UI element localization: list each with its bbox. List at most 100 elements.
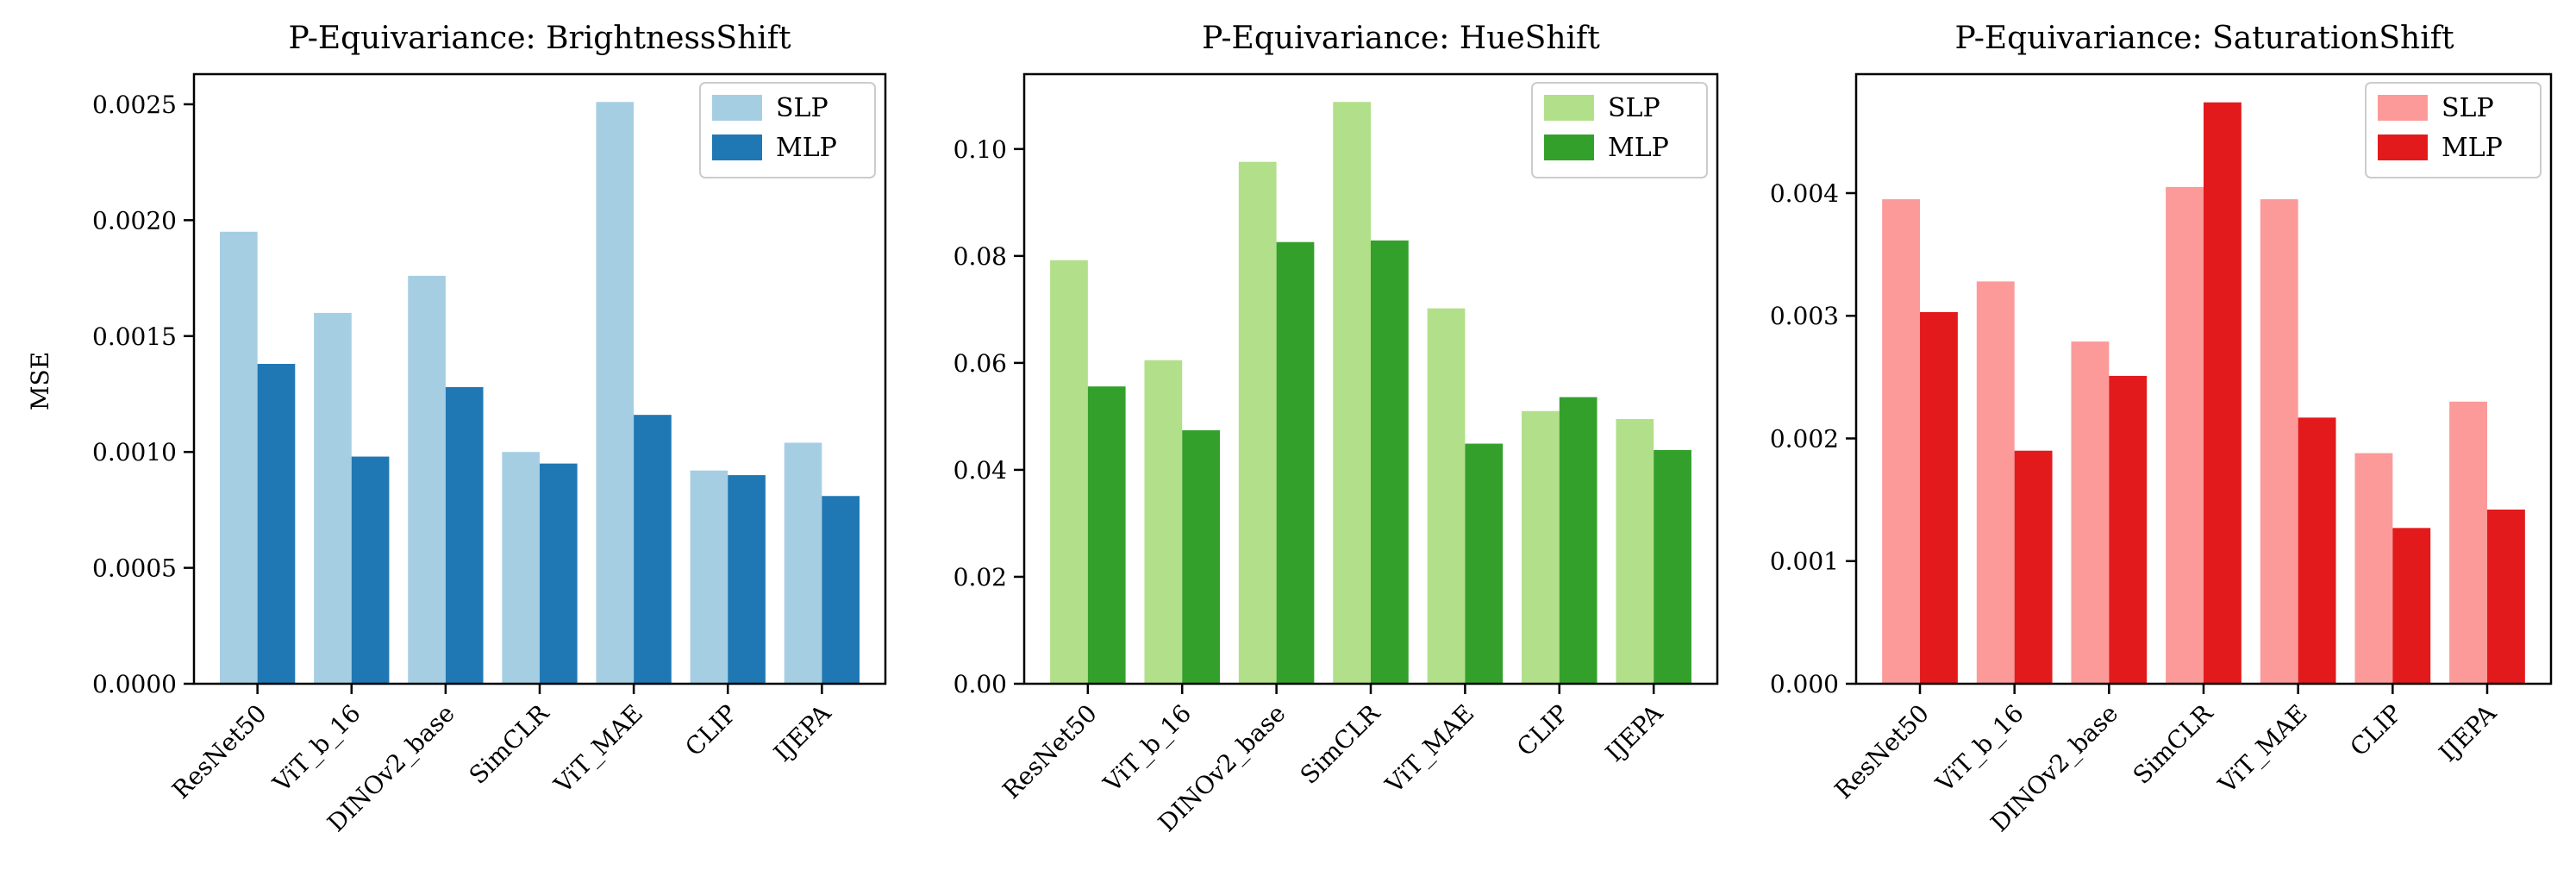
y-tick-label: 0.04 <box>953 456 1007 485</box>
bar-mlp-resnet50 <box>1920 311 1958 684</box>
x-tick-label: ResNet50 <box>997 699 1102 804</box>
bar-mlp-vit_mae <box>1465 443 1504 684</box>
bar-slp-resnet50 <box>220 231 258 685</box>
legend-label-mlp: MLP <box>1608 133 1669 163</box>
x-tick-label: CLIP <box>1511 699 1574 762</box>
x-tick-label: ViT_b_16 <box>1929 699 2029 798</box>
y-tick-label: 0.002 <box>1770 424 1839 453</box>
bars-layer <box>1882 102 2525 685</box>
x-tick-label: ViT_b_16 <box>1097 699 1197 798</box>
bar-mlp-dinov2_base <box>1276 241 1315 684</box>
y-tick-label: 0.0025 <box>92 91 177 119</box>
legend-label-slp: SLP <box>2442 93 2494 123</box>
bar-mlp-ijepa <box>2486 510 2525 684</box>
bar-slp-dinov2_base <box>2071 341 2110 684</box>
bar-slp-vit_mae <box>2260 199 2298 685</box>
legend-label-mlp: MLP <box>2442 133 2503 163</box>
legend-swatch-slp <box>2378 95 2428 121</box>
chart-saturation-shift: P-Equivariance: SaturationShift 0.0000.0… <box>1770 21 2553 837</box>
legend: SLP MLP <box>699 82 876 178</box>
y-tick-label: 0.06 <box>953 349 1007 378</box>
bar-mlp-vit_b_16 <box>2014 450 2053 684</box>
x-tick-label: SimCLR <box>1295 698 1386 790</box>
legend-swatch-mlp <box>712 135 762 160</box>
bar-slp-resnet50 <box>1050 260 1088 684</box>
y-ticks: 0.000 0.001 0.002 0.003 0.004 <box>1770 179 1856 698</box>
bar-mlp-dinov2_base <box>445 386 484 684</box>
bar-mlp-clip <box>728 475 766 684</box>
y-tick-label: 0.0015 <box>92 322 177 351</box>
y-ticks: 0.00 0.02 0.04 0.06 0.08 0.10 <box>953 135 1024 698</box>
chart-title: P-Equivariance: SaturationShift <box>1954 21 2454 56</box>
bar-slp-vit_b_16 <box>314 312 352 684</box>
x-tick-label: IJEPA <box>1600 698 1669 767</box>
bar-mlp-vit_b_16 <box>1182 430 1220 684</box>
plot-frame <box>192 72 887 685</box>
x-tick-label: ViT_b_16 <box>267 699 366 798</box>
y-tick-label: 0.000 <box>1770 670 1839 698</box>
bar-mlp-clip <box>1559 397 1597 684</box>
x-tick-label: CLIP <box>2344 699 2407 762</box>
y-tick-label: 0.0000 <box>92 670 177 698</box>
y-tick-label: 0.004 <box>1770 179 1839 208</box>
y-tick-label: 0.00 <box>953 670 1007 698</box>
bar-slp-simclr <box>1333 102 1371 684</box>
chart-title: P-Equivariance: BrightnessShift <box>288 21 791 56</box>
legend-swatch-slp <box>1544 95 1594 121</box>
plot-frame <box>1854 72 2553 685</box>
bar-mlp-resnet50 <box>1087 386 1126 684</box>
x-tick-label: CLIP <box>679 699 742 762</box>
x-tick-label: SimCLR <box>2128 698 2219 790</box>
x-tick-label: SimCLR <box>464 698 555 790</box>
bar-slp-vit_mae <box>596 102 635 685</box>
bar-mlp-ijepa <box>1654 449 1691 684</box>
legend-label-mlp: MLP <box>776 133 837 163</box>
y-tick-label: 0.08 <box>953 242 1007 271</box>
bar-slp-clip <box>690 470 728 684</box>
y-tick-label: 0.02 <box>953 563 1007 591</box>
x-tick-label: ResNet50 <box>1829 699 1935 804</box>
bar-mlp-dinov2_base <box>2109 375 2148 684</box>
bar-mlp-simclr <box>1371 240 1409 684</box>
bar-slp-ijepa <box>2449 401 2487 684</box>
bar-mlp-resnet50 <box>257 364 296 684</box>
legend: SLP MLP <box>1531 82 1708 178</box>
y-tick-label: 0.003 <box>1770 302 1839 330</box>
chart-title: P-Equivariance: HueShift <box>1202 21 1600 56</box>
bar-slp-dinov2_base <box>1238 161 1277 685</box>
bars-layer <box>1050 102 1691 685</box>
bar-slp-clip <box>1522 410 1560 684</box>
bar-slp-ijepa <box>1616 419 1654 684</box>
x-tick-label: ViT_MAE <box>548 699 648 799</box>
bar-mlp-vit_b_16 <box>351 456 390 684</box>
y-tick-label: 0.0020 <box>92 206 177 235</box>
y-ticks: 0.0000 0.0005 0.0010 0.0015 0.0020 0.0025 <box>92 91 194 698</box>
bar-slp-vit_b_16 <box>1144 360 1183 684</box>
legend-label-slp: SLP <box>1608 93 1660 123</box>
legend: SLP MLP <box>2365 82 2542 178</box>
legend-label-slp: SLP <box>776 93 828 123</box>
x-tick-label: ResNet50 <box>166 699 272 804</box>
bar-mlp-clip <box>2392 528 2431 684</box>
plot-frame <box>1022 72 1719 685</box>
y-tick-label: 0.0010 <box>92 438 177 466</box>
bar-mlp-simclr <box>540 463 578 684</box>
bar-slp-simclr <box>2166 186 2204 685</box>
legend-swatch-slp <box>712 95 762 121</box>
x-tick-label: IJEPA <box>768 698 837 767</box>
bar-slp-simclr <box>502 452 540 684</box>
y-tick-label: 0.001 <box>1770 548 1839 576</box>
bar-slp-ijepa <box>784 442 822 684</box>
bars-layer <box>220 102 860 685</box>
bar-slp-resnet50 <box>1882 199 1921 685</box>
legend-swatch-mlp <box>2378 135 2428 160</box>
bar-slp-clip <box>2354 453 2393 684</box>
y-tick-label: 0.0005 <box>92 554 177 583</box>
bar-mlp-simclr <box>2204 102 2241 684</box>
x-tick-label: ViT_MAE <box>2212 699 2312 799</box>
chart-hue-shift: P-Equivariance: HueShift 0.00 0.02 0.04 0.0… <box>953 21 1719 837</box>
